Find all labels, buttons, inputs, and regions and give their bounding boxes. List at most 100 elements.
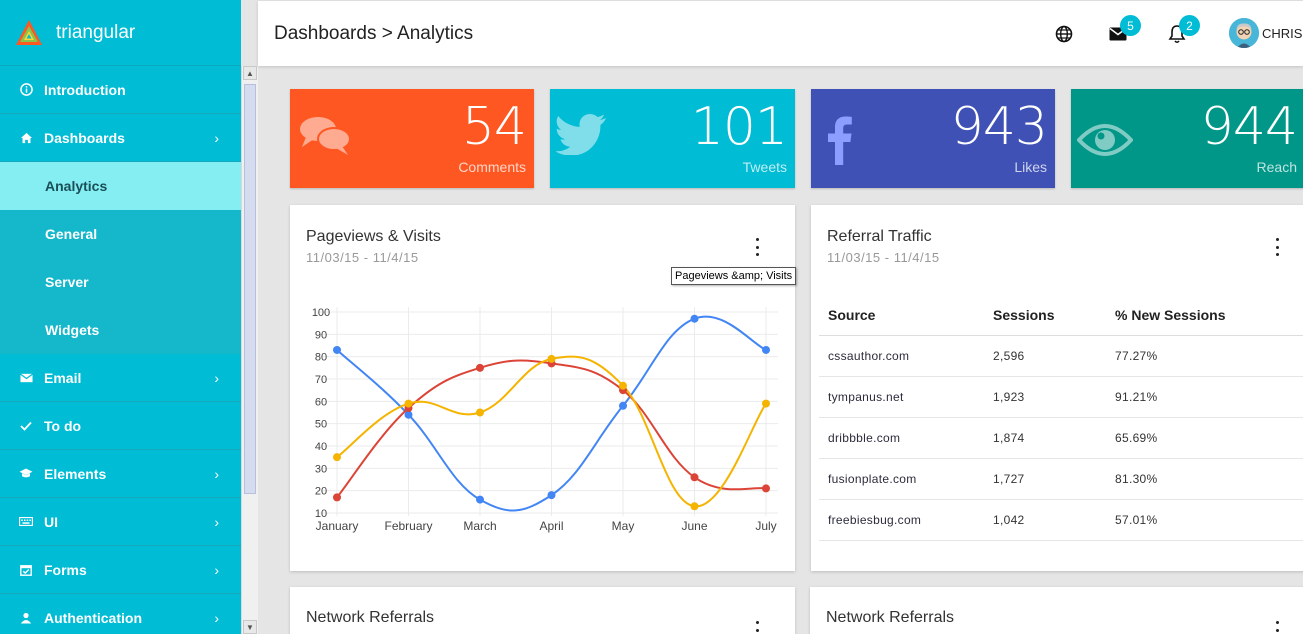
more-options-icon[interactable] — [752, 238, 762, 256]
y-tick-label: 30 — [315, 463, 327, 475]
y-tick-label: 100 — [312, 307, 330, 319]
sidebar-subitem-general[interactable]: General — [0, 210, 241, 258]
twitter-icon — [556, 114, 606, 155]
stat-value: 54 — [461, 97, 527, 157]
cell-source: fusionplate.com — [819, 458, 984, 500]
eye-icon — [1077, 124, 1133, 156]
cell-source: cssauthor.com — [819, 335, 984, 377]
cell-source: tympanus.net — [819, 376, 984, 418]
more-options-icon[interactable] — [1272, 238, 1282, 256]
referral-table: Source Sessions % New Sessions cssauthor… — [819, 295, 1303, 541]
network-referrals-panel-2: Network Referrals — [810, 587, 1303, 634]
triangle-logo-icon — [16, 19, 42, 45]
more-options-icon[interactable] — [1272, 621, 1282, 634]
y-tick-label: 40 — [315, 441, 327, 453]
stat-value: 944 — [1200, 97, 1298, 157]
stat-label: Likes — [1014, 159, 1047, 175]
sidebar-subitem-widgets[interactable]: Widgets — [0, 306, 241, 354]
y-tick-label: 70 — [315, 374, 327, 386]
sidebar-item-elements[interactable]: Elements › — [0, 450, 241, 498]
data-point — [690, 314, 699, 323]
data-point — [333, 493, 341, 502]
sidebar-item-introduction[interactable]: Introduction — [0, 66, 241, 114]
chart-tooltip: Pageviews &amp; Visits — [671, 267, 797, 285]
cell-new-sessions: 77.27% — [1106, 335, 1303, 377]
stat-value: 101 — [690, 97, 788, 157]
sidebar-item-label: Authentication — [44, 609, 142, 626]
sidebar-item-todo[interactable]: To do — [0, 402, 241, 450]
data-point — [762, 484, 770, 493]
stat-value: 943 — [950, 97, 1048, 157]
sidebar-subitem-analytics[interactable]: Analytics — [0, 162, 241, 210]
sidebar-item-label: Email — [44, 369, 82, 386]
sidebar-item-label: Elements — [44, 465, 107, 482]
info-icon — [18, 83, 34, 96]
pageviews-panel: Pageviews & Visits 11/03/15 - 11/4/15 10… — [290, 205, 795, 571]
data-point — [762, 399, 770, 408]
table-header-row: Source Sessions % New Sessions — [819, 295, 1303, 336]
data-point — [690, 473, 699, 482]
y-tick-label: 60 — [315, 396, 327, 408]
x-tick-label: January — [316, 519, 359, 533]
y-tick-label: 90 — [315, 329, 327, 341]
mail-count-badge: 5 — [1120, 15, 1141, 36]
home-icon — [18, 132, 34, 144]
stat-label: Reach — [1256, 159, 1297, 175]
x-tick-label: February — [384, 519, 432, 533]
brand[interactable]: triangular — [0, 0, 241, 66]
comments-icon — [300, 117, 351, 155]
sidebar-subitem-server[interactable]: Server — [0, 258, 241, 306]
table-row: cssauthor.com 2,596 77.27% — [819, 335, 1303, 377]
sidebar-item-ui[interactable]: UI › — [0, 498, 241, 546]
stat-card-comments: 54 Comments — [290, 89, 534, 188]
mail-button[interactable]: 5 — [1107, 15, 1141, 45]
cell-sessions: 1,923 — [984, 376, 1106, 418]
scroll-up-arrow-icon[interactable]: ▲ — [243, 66, 257, 80]
more-options-icon[interactable] — [752, 621, 762, 634]
data-point — [333, 453, 341, 462]
breadcrumb: Dashboards > Analytics — [274, 22, 474, 44]
table-row: fusionplate.com 1,727 81.30% — [819, 458, 1303, 500]
user-menu[interactable]: CHRIS — [1229, 18, 1302, 48]
cell-sessions: 1,042 — [984, 499, 1106, 541]
chevron-right-icon: › — [214, 609, 219, 626]
graduation-cap-icon — [18, 468, 34, 479]
cell-sessions: 1,874 — [984, 417, 1106, 459]
stat-label: Comments — [458, 159, 526, 175]
cell-source: freebiesbug.com — [819, 499, 984, 541]
column-header-new-sessions[interactable]: % New Sessions — [1106, 295, 1303, 336]
stat-label: Tweets — [742, 159, 787, 175]
data-point — [476, 363, 484, 372]
sidebar-item-label: Introduction — [44, 81, 126, 98]
panel-date-range: 11/03/15 - 11/4/15 — [827, 250, 940, 265]
chevron-right-icon: › — [214, 129, 219, 146]
y-tick-label: 20 — [315, 486, 327, 498]
y-tick-label: 50 — [315, 419, 327, 431]
cell-new-sessions: 65.69% — [1106, 417, 1303, 459]
globe-icon[interactable] — [1053, 23, 1075, 45]
facebook-icon — [828, 116, 852, 165]
table-row: tympanus.net 1,923 91.21% — [819, 376, 1303, 418]
user-name: CHRIS — [1262, 25, 1303, 41]
sidebar-item-forms[interactable]: Forms › — [0, 546, 241, 594]
sidebar-scrollbar[interactable]: ▲ ▼ — [241, 66, 258, 634]
stat-card-reach: 944 Reach — [1071, 89, 1303, 188]
panel-title: Network Referrals — [306, 609, 435, 626]
x-tick-label: April — [539, 519, 563, 533]
column-header-sessions[interactable]: Sessions — [984, 295, 1106, 336]
column-header-source[interactable]: Source — [819, 295, 984, 336]
network-referrals-panel-1: Network Referrals — [290, 587, 795, 634]
sidebar-item-authentication[interactable]: Authentication › — [0, 594, 241, 634]
avatar — [1229, 18, 1259, 48]
notifications-button[interactable]: 2 — [1166, 15, 1200, 45]
sidebar-item-label: Dashboards — [44, 129, 125, 146]
top-header: Dashboards > Analytics 5 2 CHRIS — [258, 0, 1303, 66]
panel-title: Pageviews & Visits — [306, 228, 441, 245]
scroll-down-arrow-icon[interactable]: ▼ — [243, 620, 257, 634]
scrollbar-thumb[interactable] — [244, 84, 256, 494]
sidebar-item-email[interactable]: Email › — [0, 354, 241, 402]
sidebar-item-dashboards[interactable]: Dashboards › — [0, 114, 241, 162]
sidebar-item-label: UI — [44, 513, 58, 530]
data-point — [619, 381, 627, 390]
stat-card-tweets: 101 Tweets — [550, 89, 795, 188]
